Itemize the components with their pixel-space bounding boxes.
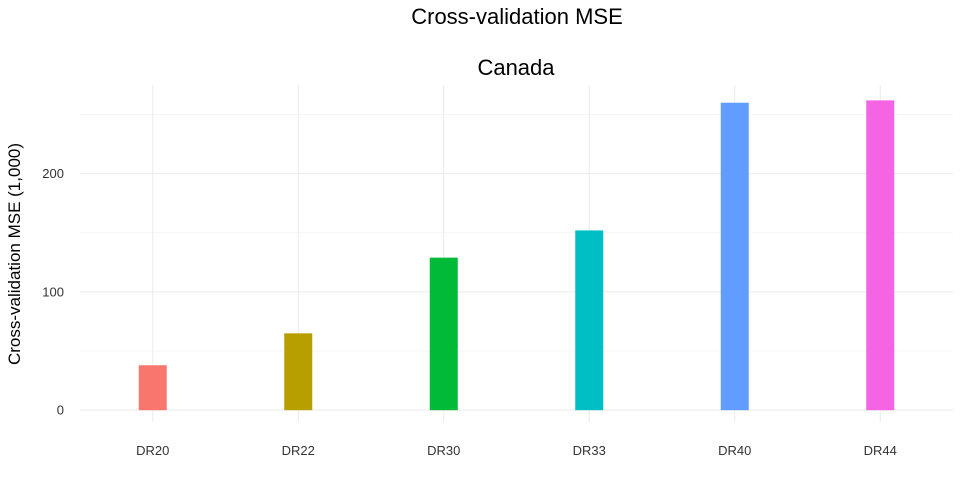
ticks-layer: 0 100 200 DR20 DR22 DR30 DR33 DR40 DR44 — [42, 166, 897, 458]
bar-dr44 — [866, 100, 895, 411]
y-axis-label: Cross-validation MSE (1,000) — [5, 143, 24, 365]
x-tick-label: DR22 — [282, 443, 315, 458]
grid-layer — [80, 85, 953, 422]
bar-dr22 — [284, 333, 313, 411]
bar-dr20 — [138, 365, 167, 411]
x-tick-label: DR33 — [573, 443, 606, 458]
y-tick-label: 200 — [42, 166, 64, 181]
y-tick-label: 0 — [57, 403, 64, 418]
bars-layer — [138, 100, 895, 411]
chart-title: Cross-validation MSE — [411, 4, 623, 29]
x-tick-label: DR20 — [136, 443, 169, 458]
x-tick-label: DR30 — [427, 443, 460, 458]
bar-dr33 — [575, 230, 604, 411]
chart-subtitle: Canada — [477, 55, 555, 80]
bar-dr40 — [720, 102, 749, 411]
x-tick-label: DR40 — [718, 443, 751, 458]
y-tick-label: 100 — [42, 284, 64, 299]
x-tick-label: DR44 — [864, 443, 897, 458]
bar-dr30 — [429, 257, 458, 411]
